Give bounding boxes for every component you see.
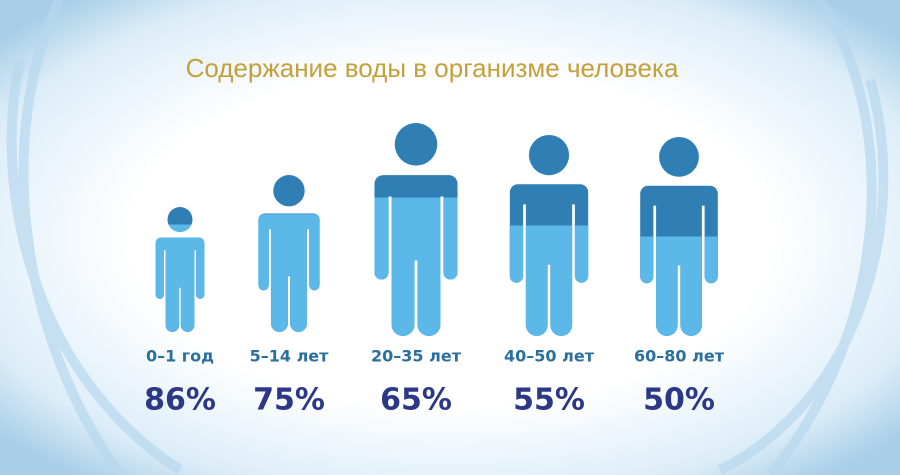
value-label: 65% (380, 383, 452, 418)
category-label: 40–50 лет (504, 347, 595, 366)
value-label: 55% (513, 383, 585, 418)
value-label: 75% (253, 383, 325, 418)
value-label: 86% (144, 383, 216, 418)
category-label: 5–14 лет (250, 347, 330, 366)
category-label: 0–1 год (146, 347, 214, 366)
category-label: 60–80 лет (634, 347, 725, 366)
water-splash (6, 0, 889, 475)
chart-title: Содержание воды в организме человека (186, 53, 679, 83)
category-label: 20–35 лет (371, 347, 462, 366)
value-label: 50% (643, 383, 715, 418)
